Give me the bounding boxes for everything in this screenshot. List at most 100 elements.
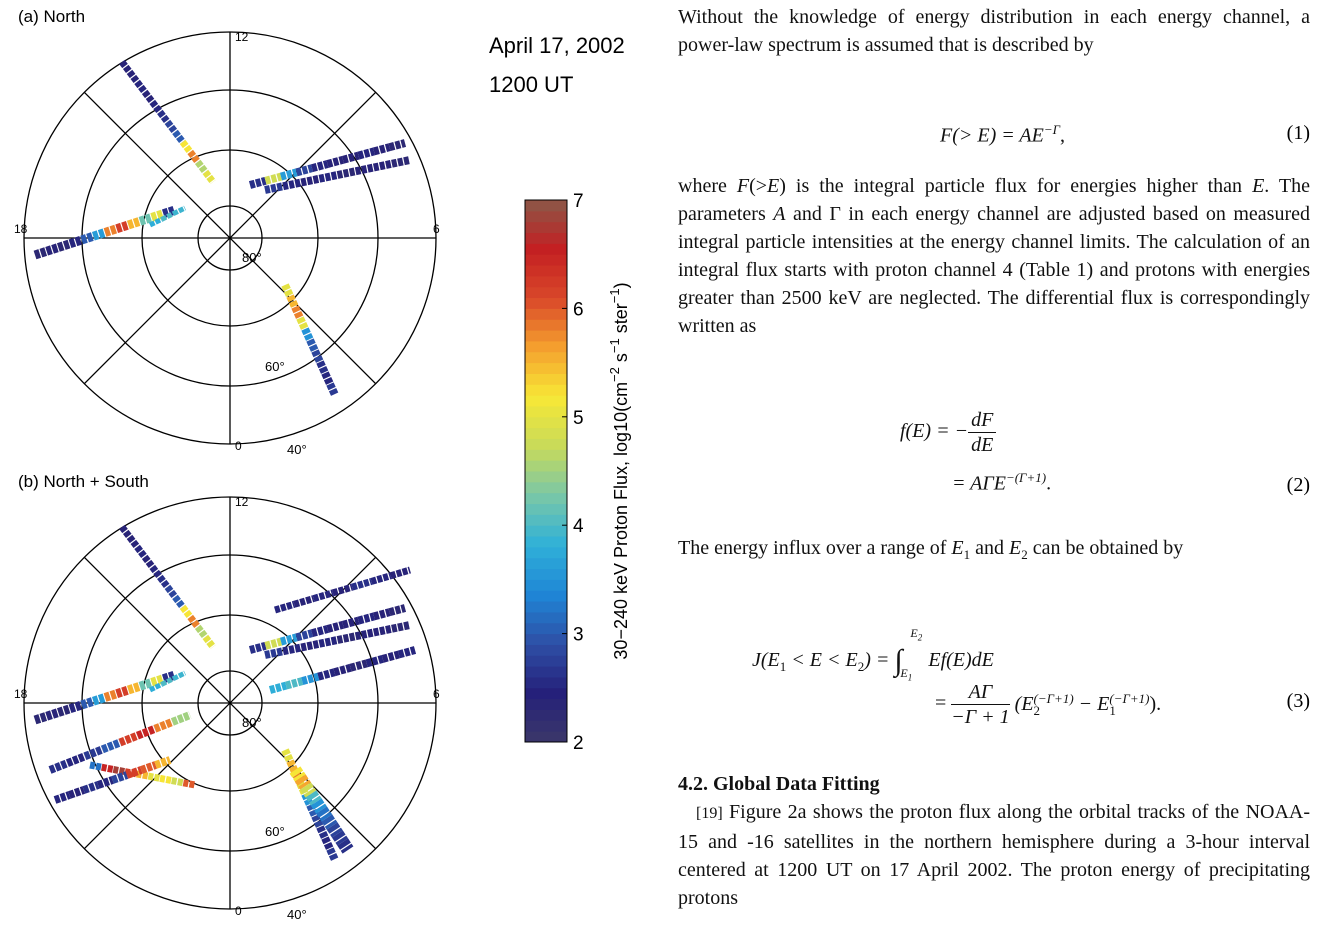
flux-segment bbox=[264, 182, 284, 194]
flux-segment bbox=[171, 777, 184, 787]
colorbar-band bbox=[525, 687, 567, 700]
flux-segment bbox=[141, 89, 156, 105]
colorbar-band bbox=[525, 655, 567, 667]
flux-segment bbox=[160, 676, 175, 687]
flux-segment bbox=[154, 756, 172, 769]
flux-segment bbox=[264, 637, 283, 650]
flux-segment bbox=[138, 213, 154, 226]
colorbar-band bbox=[525, 731, 567, 743]
colorbar-band bbox=[525, 514, 567, 526]
flux-segment bbox=[372, 143, 391, 156]
flux-segment bbox=[388, 604, 407, 617]
flux-segment bbox=[187, 149, 201, 165]
flux-segment bbox=[326, 847, 339, 862]
paragraph: Without the knowledge of energy distribu… bbox=[678, 6, 1310, 56]
flux-segment bbox=[149, 99, 163, 115]
flux-segment bbox=[293, 595, 315, 608]
colorbar-tick-label: 5 bbox=[573, 408, 584, 429]
equation: J(E1 < E < E2) = ∫ E2 E1 Ef(E)dE bbox=[752, 626, 994, 682]
panel-title: (a) North bbox=[18, 7, 85, 26]
colorbar-band bbox=[525, 373, 567, 385]
paragraph: where F(>E) is the integral particle flu… bbox=[678, 172, 1310, 340]
flux-segment bbox=[159, 774, 173, 784]
math: E bbox=[900, 666, 908, 680]
flux-segment bbox=[295, 164, 314, 177]
figure: (a) North 12 18 6 0 80° 60° 40° (b) North + Sout… bbox=[14, 7, 631, 922]
equation-number: (2) bbox=[1286, 474, 1310, 496]
colorbar-band bbox=[525, 460, 567, 472]
flux-segment bbox=[264, 172, 283, 185]
flux-segment bbox=[306, 338, 319, 353]
colorbar-band bbox=[525, 254, 567, 266]
flux-segment bbox=[372, 159, 393, 172]
latitude-label: 80° bbox=[242, 715, 262, 730]
flux-segment bbox=[202, 634, 216, 650]
flux-segment bbox=[148, 682, 163, 693]
flux-segment bbox=[126, 216, 142, 230]
flux-segment bbox=[326, 382, 339, 397]
flux-segment bbox=[372, 608, 391, 621]
colorbar-band bbox=[525, 275, 567, 288]
flux-segment bbox=[139, 761, 157, 774]
text: E bbox=[1252, 175, 1265, 197]
math: f(E) = − bbox=[900, 420, 969, 443]
flux-segment bbox=[182, 779, 196, 789]
flux-segment bbox=[326, 155, 345, 168]
flux-segment bbox=[351, 578, 373, 591]
flux-segment bbox=[68, 235, 84, 249]
colorbar-band bbox=[525, 449, 567, 461]
flux-segment bbox=[274, 600, 296, 614]
colorbar-tick-label: 7 bbox=[573, 191, 584, 212]
flux-segment bbox=[291, 305, 304, 320]
date: April 17, 2002 bbox=[489, 33, 625, 58]
flux-segment bbox=[125, 766, 143, 779]
colorbar-band bbox=[525, 590, 567, 602]
colorbar-band bbox=[525, 536, 567, 548]
colorbar-band bbox=[525, 232, 567, 244]
flux-segment bbox=[119, 524, 133, 540]
math: 2 bbox=[857, 659, 865, 674]
flux-segment bbox=[391, 621, 411, 633]
colorbar-band bbox=[525, 438, 567, 450]
colorbar-band bbox=[525, 720, 567, 732]
flux-segment bbox=[147, 772, 161, 782]
flux-segment bbox=[136, 770, 149, 780]
math: (−Γ+1) bbox=[1033, 690, 1074, 706]
math: −Γ + 1 bbox=[951, 706, 1010, 728]
text: and Γ in each energy channel are adjuste… bbox=[678, 203, 1310, 337]
flux-segment bbox=[279, 168, 298, 181]
flux-segment bbox=[91, 228, 107, 241]
clock-label: 12 bbox=[235, 30, 249, 44]
flux-segment bbox=[336, 167, 357, 179]
flux-segment bbox=[349, 659, 368, 672]
flux-segment bbox=[157, 109, 171, 125]
flux-segment bbox=[321, 814, 338, 830]
clock-label: 0 bbox=[235, 904, 242, 918]
colorbar-band bbox=[525, 395, 567, 407]
text: E bbox=[951, 537, 964, 559]
paragraph-number: [19] bbox=[696, 805, 723, 822]
flux-segment bbox=[311, 814, 324, 829]
math: ). bbox=[1149, 693, 1162, 715]
flux-segment bbox=[53, 791, 71, 804]
flux-segment bbox=[103, 224, 119, 237]
flux-segment bbox=[126, 681, 142, 695]
latitude-label: 60° bbox=[265, 824, 285, 839]
math: −(Γ+1) bbox=[1005, 470, 1047, 485]
clock-label: 6 bbox=[433, 222, 440, 236]
flux-segment bbox=[294, 774, 312, 790]
flux-segment bbox=[126, 534, 140, 550]
flux-segment bbox=[172, 205, 187, 216]
section-heading: 4.2. Global Data Fitting bbox=[678, 773, 880, 795]
flux-segment bbox=[370, 572, 392, 585]
panel-title: (b) North + South bbox=[18, 472, 149, 491]
colorbar-band bbox=[525, 471, 567, 483]
paragraph: The energy influx over a range of E1 and… bbox=[678, 534, 1310, 569]
flux-segment bbox=[310, 160, 329, 173]
paragraph: [19] Figure 2a shows the proton flux alo… bbox=[678, 798, 1310, 912]
flux-segment bbox=[101, 738, 122, 754]
clock-label: 0 bbox=[235, 439, 242, 453]
colorbar-band bbox=[525, 330, 567, 342]
colorbar-band bbox=[525, 557, 567, 570]
flux-segment bbox=[389, 566, 411, 580]
